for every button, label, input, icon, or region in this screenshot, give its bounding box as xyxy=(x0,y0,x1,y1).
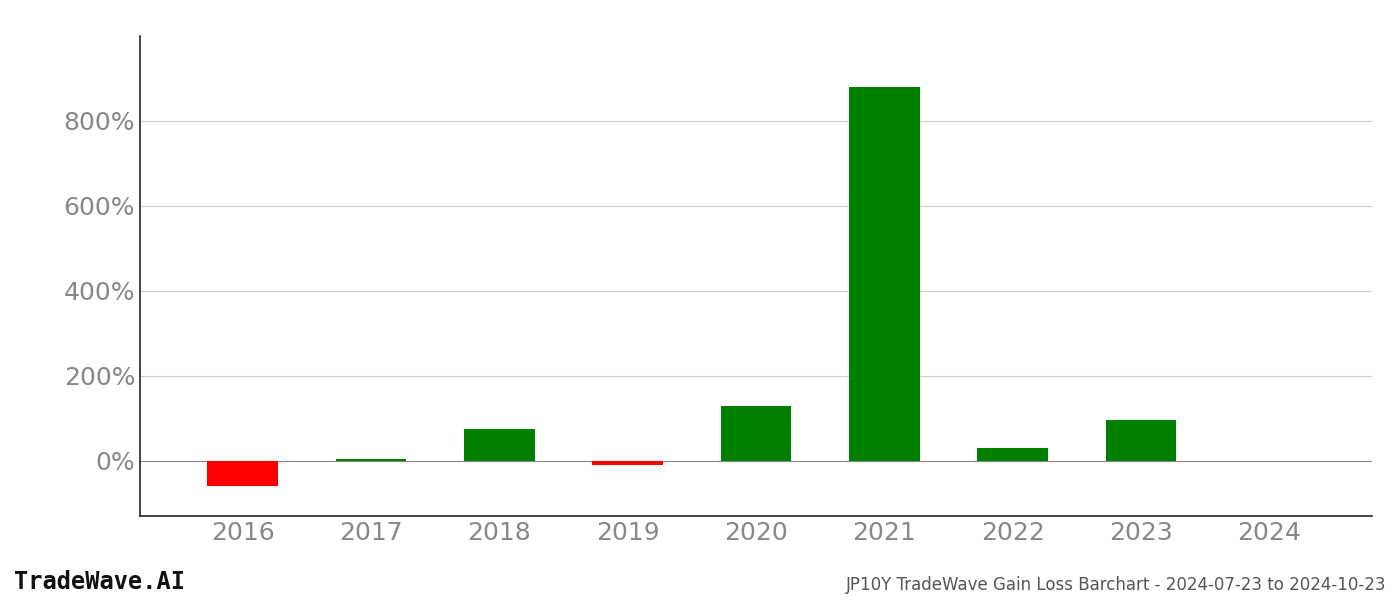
Bar xyxy=(463,429,535,461)
Text: JP10Y TradeWave Gain Loss Barchart - 2024-07-23 to 2024-10-23: JP10Y TradeWave Gain Loss Barchart - 202… xyxy=(846,576,1386,594)
Bar xyxy=(336,458,406,461)
Bar xyxy=(1106,421,1176,461)
Text: TradeWave.AI: TradeWave.AI xyxy=(14,570,185,594)
Bar xyxy=(592,461,664,465)
Bar xyxy=(848,87,920,461)
Bar xyxy=(207,461,279,486)
Bar xyxy=(977,448,1049,461)
Bar xyxy=(721,406,791,461)
